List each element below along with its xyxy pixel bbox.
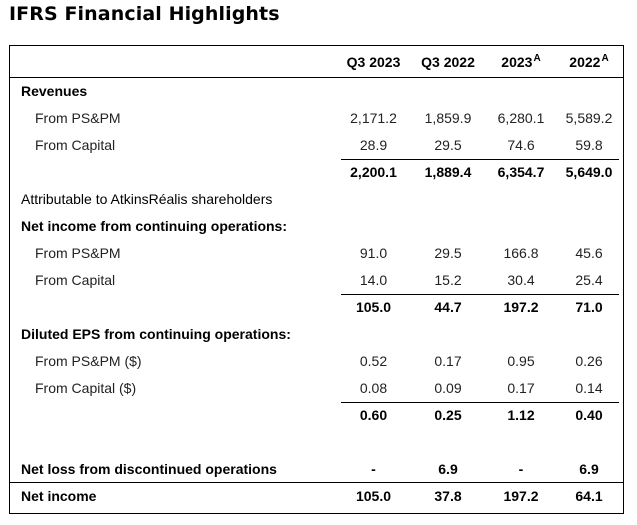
- cell-value: 0.17: [507, 380, 535, 396]
- cell-value: 6,354.7: [497, 164, 545, 180]
- cell-value: 1,889.4: [424, 164, 472, 180]
- table-row: 0.60 0.25 1.12 0.40: [10, 403, 623, 427]
- cell-value: 30.4: [507, 272, 535, 288]
- row-label: From Capital: [35, 137, 116, 153]
- cell-value: 0.40: [575, 407, 603, 423]
- table-row: Diluted EPS from continuing operations:: [10, 322, 623, 346]
- cell-value: 44.7: [434, 299, 462, 315]
- cell-value: 2,200.1: [350, 164, 397, 180]
- cell-value: 1.12: [507, 407, 535, 423]
- cell-value: 2,171.2: [350, 110, 397, 126]
- cell-value: 6,280.1: [497, 110, 545, 126]
- financial-highlights-table: Q3 2023 Q3 2022 2023A 2022A Revenues From…: [9, 45, 624, 514]
- cell-value: 0.95: [507, 353, 535, 369]
- cell-value: 6.9: [579, 461, 599, 477]
- row-label: Net income from continuing operations:: [21, 218, 288, 234]
- row-label: From PS&PM ($): [35, 353, 142, 369]
- cell-value: 59.8: [575, 137, 603, 153]
- cell-value: 197.2: [503, 488, 539, 504]
- cell-value: 29.5: [434, 137, 462, 153]
- cell-value: 37.8: [434, 488, 462, 504]
- table-row: Net income from continuing operations:: [10, 214, 623, 238]
- section-divider: [10, 482, 623, 483]
- cell-value: -: [371, 461, 376, 477]
- table-row: From PS&PM 2,171.2 1,859.9 6,280.1 5,589.2: [10, 106, 623, 130]
- cell-value: 105.0: [355, 299, 392, 315]
- page-title: IFRS Financial Highlights: [9, 3, 280, 25]
- row-label: From PS&PM: [35, 245, 121, 261]
- cell-value: 0.25: [434, 407, 462, 423]
- subtotal-rule: [341, 294, 619, 295]
- cell-value: 0.26: [575, 353, 603, 369]
- cell-value: 64.1: [575, 488, 603, 504]
- table-row: From Capital 14.0 15.2 30.4 25.4: [10, 268, 623, 292]
- column-header-q3-2022: Q3 2022: [421, 54, 475, 70]
- column-header-2023: 2023A: [501, 53, 541, 70]
- cell-value: 25.4: [575, 272, 603, 288]
- table-row: Attributable to AtkinsRéalis shareholder…: [10, 187, 623, 211]
- cell-value: 0.17: [434, 353, 462, 369]
- cell-value: 5,589.2: [565, 110, 613, 126]
- table-row: From Capital 28.9 29.5 74.6 59.8: [10, 133, 623, 157]
- cell-value: 0.60: [359, 407, 388, 423]
- table-row: From PS&PM ($) 0.52 0.17 0.95 0.26: [10, 349, 623, 373]
- table-row: 2,200.1 1,889.4 6,354.7 5,649.0: [10, 160, 623, 184]
- cell-value: 0.52: [359, 353, 388, 369]
- column-header-2022: 2022A: [569, 53, 609, 70]
- cell-value: 45.6: [575, 245, 603, 261]
- row-label: Attributable to AtkinsRéalis shareholder…: [21, 191, 273, 207]
- cell-value: 15.2: [434, 272, 462, 288]
- cell-value: 5,649.0: [565, 164, 613, 180]
- subtotal-rule: [341, 159, 619, 160]
- cell-value: 0.14: [575, 380, 603, 396]
- subtotal-rule: [341, 402, 619, 403]
- table-row: Net income 105.0 37.8 197.2 64.1: [10, 484, 623, 508]
- cell-value: 74.6: [507, 137, 535, 153]
- table-row: 105.0 44.7 197.2 71.0: [10, 295, 623, 319]
- cell-value: 197.2: [503, 299, 539, 315]
- table-row: From PS&PM 91.0 29.5 166.8 45.6: [10, 241, 623, 265]
- row-label: Net loss from discontinued operations: [21, 461, 277, 477]
- cell-value: 71.0: [575, 299, 603, 315]
- header-divider: [10, 77, 623, 78]
- cell-value: 0.08: [359, 380, 388, 396]
- table-row: Net loss from discontinued operations - 6.…: [10, 457, 623, 481]
- cell-value: -: [518, 461, 524, 477]
- cell-value: 28.9: [359, 137, 388, 153]
- footnote-marker: A: [601, 53, 609, 65]
- row-label: From Capital: [35, 272, 116, 288]
- cell-value: 14.0: [359, 272, 388, 288]
- row-label: Net income: [21, 488, 97, 504]
- footnote-marker: A: [533, 53, 541, 65]
- cell-value: 29.5: [434, 245, 462, 261]
- cell-value: 166.8: [503, 245, 539, 261]
- row-label: From PS&PM: [35, 110, 121, 126]
- cell-value: 6.9: [438, 461, 458, 477]
- row-label: Revenues: [21, 83, 88, 99]
- table-row: Revenues: [10, 79, 623, 103]
- row-label: Diluted EPS from continuing operations:: [21, 326, 291, 342]
- column-header-q3-2023: Q3 2023: [346, 54, 401, 70]
- cell-value: 105.0: [355, 488, 392, 504]
- table-row: From Capital ($) 0.08 0.09 0.17 0.14: [10, 376, 623, 400]
- cell-value: 0.09: [434, 380, 462, 396]
- cell-value: 91.0: [359, 245, 388, 261]
- row-label: From Capital ($): [35, 380, 137, 396]
- cell-value: 1,859.9: [424, 110, 472, 126]
